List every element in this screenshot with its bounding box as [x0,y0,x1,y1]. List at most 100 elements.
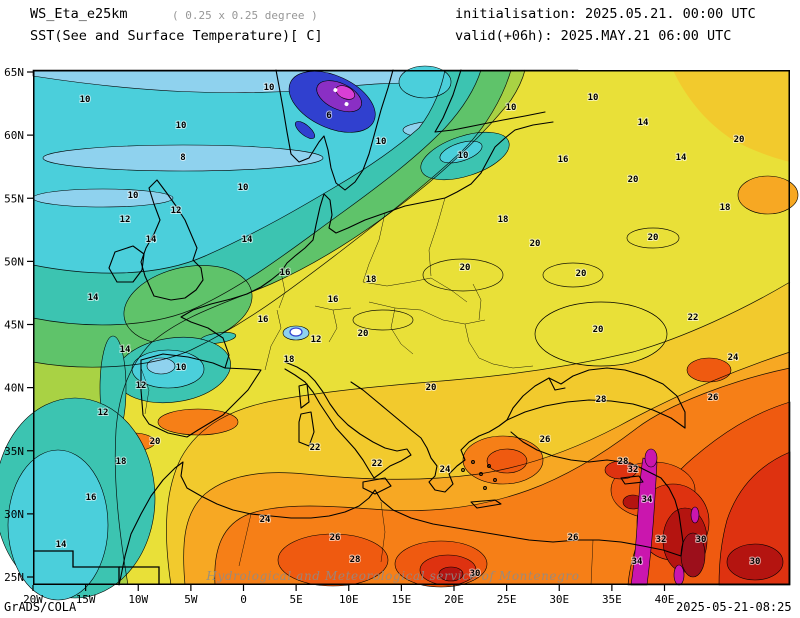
lon-tick-label: 5W [184,593,198,606]
contour-label: 12 [311,335,322,345]
axis-ticks-and-labels: 65N 60N 55N 50N 45N 40N 35N 30N 25N 20W 15W 10W 5W 0 5… [4,66,674,606]
aegean-island [487,464,491,468]
contour-label: 10 [264,83,275,93]
lon-tick-label: 10E [339,593,359,606]
contour-label: 32 [628,465,639,475]
contour-label: 10 [506,103,517,113]
contour-label: 12 [171,206,182,216]
lon-tick-label: 0 [240,593,247,606]
lon-tick-label: 20E [444,593,464,606]
contour-label: 24 [728,353,739,363]
contour-label: 12 [98,408,109,418]
bothnia-cool-blob [398,65,452,99]
magenta-hot-spot [644,448,658,468]
coastline-italy [284,361,412,479]
contour-label: 16 [558,155,569,165]
norway-cold-core [288,70,376,133]
contour-label: 28 [350,555,361,565]
contour-label: 18 [366,275,377,285]
border [362,277,432,287]
coastline-ireland [108,245,145,283]
coastline-balkans-greece [350,381,508,493]
border [278,271,286,309]
contour-label: 8 [180,153,185,163]
contour-label: 26 [330,533,341,543]
hot-blob-30 [726,543,784,581]
africa-hot-blob [277,533,389,587]
hot-blob-30 [438,566,464,582]
black-sea-blob [534,301,668,367]
coastline-iberia-south [140,359,262,438]
border [390,307,414,355]
coastline-corsica [298,383,310,409]
model-name: WS_Eta_e25km [30,6,128,22]
alps-cold-spot [289,327,303,337]
magenta-hot-spot [690,506,700,524]
coastline-finland [434,69,546,133]
contour-label: 34 [632,557,643,567]
contour-label: 28 [596,395,607,405]
contour-label: 10 [458,151,469,161]
border [420,309,486,325]
grads-credit: GrADS/COLA [4,600,77,614]
country-borders [140,197,594,586]
contour-label: 12 [136,381,147,391]
temperature-field [0,65,799,601]
field-title: SST(See and Surface Temperature)[ C] [30,28,323,44]
aegean-island [471,460,475,464]
border [264,309,282,371]
contour-label: 34 [642,495,653,505]
hot-blob-28 [604,460,638,480]
band-20c-ne [673,70,790,162]
sst-map-svg: 10 10 8 10 10 12 10 6 10 10 10 10 14 14 20 20 16 12 14 14 14… [0,65,799,606]
lat-tick-label: 60N [4,129,24,142]
inset-step [119,566,160,585]
contour-lines [32,69,791,586]
generation-timestamp: 2025-05-21-08:25 [676,600,792,614]
sst-map: 10 10 8 10 10 12 10 6 10 10 10 10 14 14 20 20 16 12 14 14 14… [0,65,799,606]
contour-label: 18 [498,215,509,225]
coastlines [108,69,686,586]
contour-label: 22 [372,459,383,469]
contour-label: 14 [638,118,649,128]
contour-label: 14 [88,293,99,303]
coastline-norway-sweden [275,69,394,191]
resolution-note: ( 0.25 x 0.25 degree ) [172,9,318,22]
watermark-text: Hydrological and Meteorological service … [205,569,579,583]
border [328,309,338,343]
contour-label: 26 [708,393,719,403]
border [590,539,594,586]
lat-tick-label: 35N [4,445,24,458]
coastline-sardinia [298,411,315,447]
coastline-black-sea-south [506,399,686,429]
border [464,323,494,365]
contour-label: 16 [328,295,339,305]
lon-tick-label: 15E [391,593,411,606]
magenta-hot-spot [673,564,685,586]
contour-label: 18 [720,203,731,213]
coastline-great-britain [140,179,204,301]
coastline-turkey-levant-africa [118,431,684,586]
contour-label: 22 [688,313,699,323]
contour-label: 20 [593,325,604,335]
contour-label: 16 [280,268,291,278]
contour-label: 10 [176,363,187,373]
anatolia-hot-blob [686,357,732,383]
lon-tick-label: 25E [497,593,517,606]
warm-blob-ne [737,175,799,215]
border [380,501,386,563]
lat-tick-label: 55N [4,192,24,205]
contour-label: 10 [176,121,187,131]
contour-label: 24 [440,465,451,475]
lon-tick-label: 30E [549,593,569,606]
coastline-black-sea-north [506,367,686,429]
contour-label: 20 [530,239,541,249]
contour-label: 20 [576,269,587,279]
lat-tick-label: 65N [4,66,24,79]
lon-tick-label: 20W [23,593,43,606]
contour-label: 18 [284,355,295,365]
lat-tick-label: 30N [4,508,24,521]
border [430,277,468,303]
border [362,212,386,283]
lon-tick-label: 5E [290,593,303,606]
